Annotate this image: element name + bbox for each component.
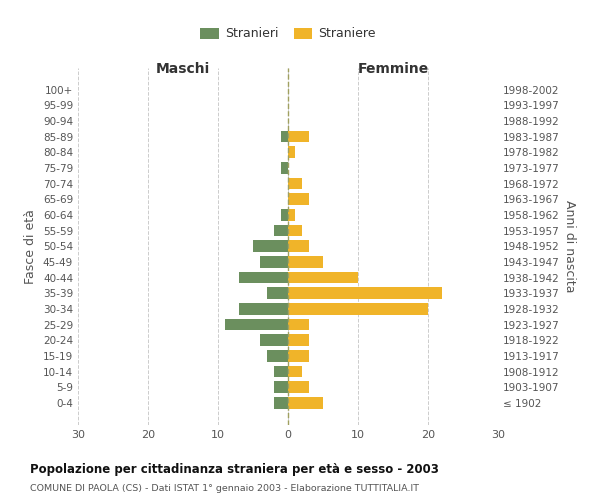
- Y-axis label: Fasce di età: Fasce di età: [25, 209, 37, 284]
- Bar: [260, 256, 288, 268]
- Bar: [288, 397, 323, 409]
- Text: Popolazione per cittadinanza straniera per età e sesso - 2003: Popolazione per cittadinanza straniera p…: [30, 462, 439, 475]
- Bar: [274, 382, 288, 393]
- Bar: [288, 382, 309, 393]
- Bar: [281, 209, 288, 221]
- Bar: [288, 240, 309, 252]
- Bar: [267, 288, 288, 299]
- Bar: [288, 288, 442, 299]
- Bar: [288, 334, 309, 346]
- Bar: [288, 224, 302, 236]
- Bar: [288, 146, 295, 158]
- Bar: [267, 350, 288, 362]
- Bar: [225, 318, 288, 330]
- Bar: [274, 397, 288, 409]
- Text: Femmine: Femmine: [358, 62, 428, 76]
- Bar: [274, 224, 288, 236]
- Bar: [253, 240, 288, 252]
- Bar: [288, 350, 309, 362]
- Bar: [288, 209, 295, 221]
- Bar: [288, 178, 302, 190]
- Bar: [281, 162, 288, 174]
- Bar: [288, 194, 309, 205]
- Bar: [288, 366, 302, 378]
- Y-axis label: Anni di nascita: Anni di nascita: [563, 200, 576, 292]
- Bar: [281, 130, 288, 142]
- Bar: [288, 318, 309, 330]
- Bar: [260, 334, 288, 346]
- Bar: [274, 366, 288, 378]
- Text: COMUNE DI PAOLA (CS) - Dati ISTAT 1° gennaio 2003 - Elaborazione TUTTITALIA.IT: COMUNE DI PAOLA (CS) - Dati ISTAT 1° gen…: [30, 484, 419, 493]
- Bar: [239, 272, 288, 283]
- Legend: Stranieri, Straniere: Stranieri, Straniere: [196, 24, 380, 44]
- Bar: [288, 272, 358, 283]
- Text: Maschi: Maschi: [156, 62, 210, 76]
- Bar: [288, 303, 428, 315]
- Bar: [288, 130, 309, 142]
- Bar: [239, 303, 288, 315]
- Bar: [288, 256, 323, 268]
